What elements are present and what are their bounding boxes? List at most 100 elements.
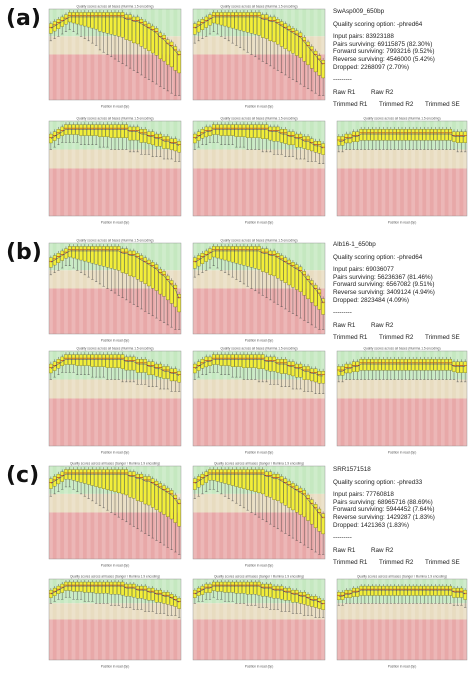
- box: [459, 131, 464, 143]
- box: [71, 354, 76, 365]
- mean-line: [338, 589, 466, 597]
- box: [302, 136, 307, 149]
- box: [83, 246, 87, 262]
- box: [317, 141, 322, 154]
- box: [101, 469, 106, 489]
- box: [306, 136, 310, 150]
- box: [310, 46, 314, 69]
- box: [109, 581, 113, 595]
- box: [124, 124, 129, 138]
- zone-stripe: [131, 579, 136, 660]
- box: [257, 354, 261, 369]
- box: [276, 473, 280, 501]
- zone-stripe: [124, 579, 129, 660]
- zone-stripe: [283, 351, 288, 446]
- box: [348, 589, 352, 598]
- box: [302, 37, 307, 62]
- box: [150, 587, 155, 601]
- x-axis-label: Position in read (bp): [388, 221, 417, 225]
- box: [215, 124, 220, 135]
- zone-bad: [193, 512, 325, 559]
- quality-plot-a-raw-r1: Quality scores across all bases (Illumin…: [44, 3, 184, 109]
- box: [313, 284, 318, 307]
- zone-stripe: [177, 579, 181, 660]
- box: [257, 246, 261, 270]
- box: [75, 581, 80, 592]
- x-axis-label: Position in read (bp): [101, 564, 130, 568]
- box: [147, 476, 151, 506]
- box: [242, 124, 246, 137]
- zone-stripe: [441, 351, 445, 446]
- raw-r2-label: Raw R2: [371, 546, 394, 554]
- box: [169, 280, 174, 304]
- mean-line: [338, 363, 466, 372]
- x-axis-label: Position in read (bp): [101, 221, 130, 225]
- quality-chart-svg: Quality scores across all bases (Sanger …: [48, 575, 182, 669]
- zone-stripe: [463, 121, 467, 216]
- box: [407, 359, 412, 371]
- quality-chart-svg: Quality scores across all bases (Sanger …: [336, 575, 468, 669]
- zone-stripe: [169, 121, 174, 216]
- box: [79, 581, 83, 592]
- zone-stripe: [109, 579, 114, 660]
- input-pairs: Input pairs: 83923188: [333, 33, 394, 41]
- reverse-surviving: Reverse surviving: 1429287 (1.83%): [333, 513, 435, 521]
- box: [396, 359, 401, 371]
- zone-stripe: [396, 121, 401, 216]
- zone-bad: [49, 619, 181, 660]
- box: [363, 359, 367, 371]
- box: [83, 354, 87, 366]
- quality-chart-svg: Quality scores across all bases (Illumin…: [192, 5, 326, 109]
- box: [348, 363, 352, 374]
- box: [94, 469, 98, 487]
- sample-name: SRR1571518: [333, 466, 371, 473]
- box: [294, 133, 299, 148]
- quality-chart-svg: Quality scores across all bases (Illumin…: [192, 117, 326, 225]
- quality-chart-svg: Quality scores across all bases (Illumin…: [48, 117, 182, 225]
- zone-bad: [49, 54, 181, 100]
- zone-stripe: [116, 579, 121, 660]
- zone-stripe: [359, 121, 363, 216]
- zone-stripe: [94, 243, 99, 334]
- box: [215, 246, 220, 259]
- trimmed-se-label: Trimmed SE: [425, 334, 460, 342]
- plot-border: [48, 242, 182, 335]
- box: [302, 366, 307, 380]
- zone-stripe: [215, 351, 220, 446]
- box: [193, 589, 197, 598]
- zone-stripe: [94, 466, 99, 559]
- box: [166, 366, 170, 379]
- box: [433, 585, 438, 596]
- box: [128, 126, 132, 141]
- forward-surviving: Forward surviving: 5944452 (7.64%): [333, 506, 435, 514]
- zone-ok: [49, 603, 181, 620]
- zone-stripe: [64, 243, 68, 334]
- box: [433, 129, 438, 141]
- box: [279, 476, 284, 504]
- box: [370, 359, 375, 371]
- box: [169, 138, 174, 151]
- plot-border: [48, 350, 182, 447]
- box: [291, 262, 295, 288]
- box: [351, 131, 356, 142]
- box: [272, 356, 276, 372]
- zone-stripe: [344, 351, 349, 446]
- zone-stripe: [337, 579, 341, 660]
- zone-stripe: [49, 9, 53, 100]
- input-pairs: Input pairs: 69036077: [333, 266, 394, 274]
- box: [143, 359, 147, 373]
- zone-stripe: [268, 351, 273, 446]
- box: [90, 469, 95, 486]
- box: [261, 469, 265, 495]
- box: [298, 591, 303, 604]
- zone-stripe: [101, 351, 106, 446]
- box: [223, 469, 227, 484]
- box: [173, 368, 178, 382]
- box: [135, 473, 140, 501]
- box: [344, 363, 349, 374]
- box: [381, 129, 386, 141]
- zone-stripe: [403, 579, 408, 660]
- box: [287, 480, 291, 508]
- zone-stripe: [306, 351, 310, 446]
- zone-stripe: [374, 351, 378, 446]
